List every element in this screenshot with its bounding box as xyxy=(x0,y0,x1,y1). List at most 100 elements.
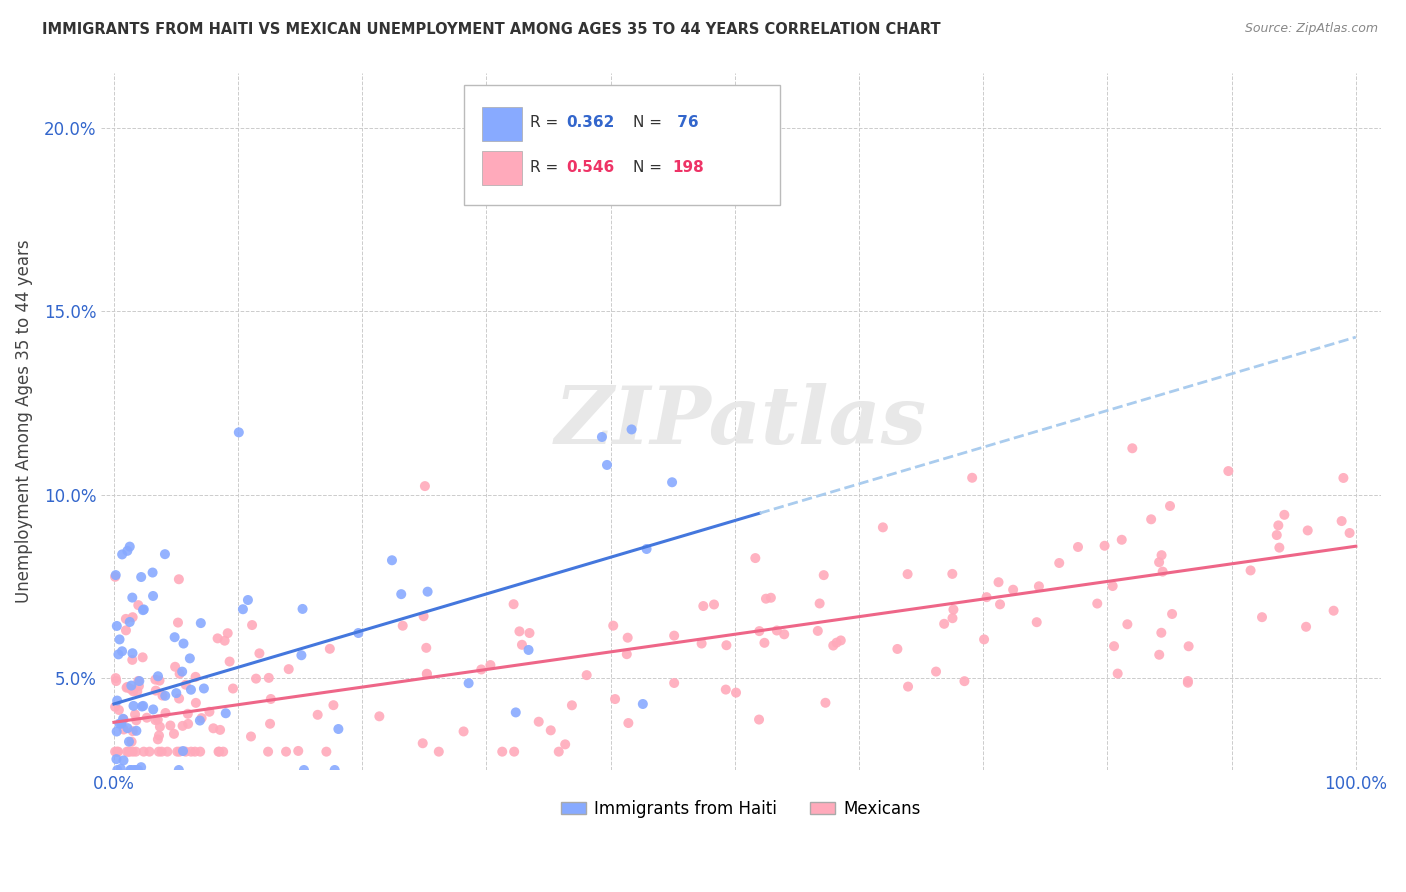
Point xyxy=(323,763,346,777)
Point xyxy=(148,673,170,688)
Point xyxy=(716,638,738,652)
Point xyxy=(807,624,830,638)
Point xyxy=(1239,563,1261,577)
Point xyxy=(184,696,207,710)
Point xyxy=(416,584,439,599)
Point xyxy=(125,745,148,759)
Point xyxy=(620,422,643,436)
Point xyxy=(105,724,128,739)
Point xyxy=(703,598,725,612)
Point xyxy=(115,624,138,638)
Point xyxy=(453,724,475,739)
Point xyxy=(207,745,229,759)
Text: N =: N = xyxy=(633,161,666,175)
Point xyxy=(209,723,232,737)
Point xyxy=(941,611,963,625)
Point xyxy=(381,553,404,567)
Point xyxy=(120,763,142,777)
Point xyxy=(1116,617,1139,632)
Point xyxy=(427,745,450,759)
Point xyxy=(662,676,685,690)
Point xyxy=(257,671,280,685)
Point xyxy=(145,673,167,687)
Point xyxy=(391,618,413,632)
Point xyxy=(636,541,658,556)
Point xyxy=(240,618,263,632)
Point xyxy=(131,699,153,714)
Point xyxy=(105,674,128,689)
Point xyxy=(149,720,172,734)
Point xyxy=(347,626,370,640)
Point xyxy=(159,718,181,732)
Point xyxy=(942,602,965,616)
Point xyxy=(112,712,135,726)
Point xyxy=(1025,615,1047,630)
Point xyxy=(247,646,270,660)
Text: R =: R = xyxy=(530,161,564,175)
Point xyxy=(117,680,139,694)
Point xyxy=(1267,518,1289,533)
Point xyxy=(1268,541,1291,555)
Point xyxy=(527,714,550,729)
Point xyxy=(897,680,920,694)
Point xyxy=(150,745,173,759)
Point xyxy=(773,627,796,641)
Point xyxy=(502,597,524,611)
Point xyxy=(125,723,148,738)
Point xyxy=(470,663,492,677)
Point xyxy=(146,732,169,747)
Point xyxy=(517,643,540,657)
Point xyxy=(104,568,127,582)
Point xyxy=(115,681,138,695)
Point xyxy=(415,640,437,655)
Text: Source: ZipAtlas.com: Source: ZipAtlas.com xyxy=(1244,22,1378,36)
Point xyxy=(121,735,143,749)
Point xyxy=(1147,648,1170,662)
Point xyxy=(941,566,963,581)
Point xyxy=(1296,524,1319,538)
Point xyxy=(172,744,194,758)
Point xyxy=(179,651,201,665)
Point xyxy=(662,629,685,643)
Point xyxy=(163,727,186,741)
Point xyxy=(754,636,776,650)
Point xyxy=(307,707,329,722)
Point xyxy=(554,737,576,751)
Point xyxy=(112,753,135,767)
Point xyxy=(292,763,315,777)
Point xyxy=(110,716,132,731)
Point xyxy=(661,475,683,490)
Point xyxy=(138,745,160,759)
Point xyxy=(167,691,190,706)
Point xyxy=(104,671,127,685)
Point xyxy=(1085,597,1108,611)
Point xyxy=(1107,666,1129,681)
Point xyxy=(759,591,782,605)
Point xyxy=(274,745,297,759)
Point xyxy=(127,763,149,777)
Point xyxy=(960,471,983,485)
Point xyxy=(976,590,998,604)
Point xyxy=(1101,579,1123,593)
Point xyxy=(616,647,638,661)
Point xyxy=(322,698,344,713)
Point xyxy=(120,763,142,777)
Point xyxy=(240,730,263,744)
Legend: Immigrants from Haiti, Mexicans: Immigrants from Haiti, Mexicans xyxy=(554,793,928,824)
Point xyxy=(236,593,259,607)
Text: 198: 198 xyxy=(672,161,704,175)
Point xyxy=(120,679,142,693)
Point xyxy=(218,655,240,669)
Point xyxy=(127,673,149,688)
Point xyxy=(167,763,190,777)
Point xyxy=(125,714,148,728)
Point xyxy=(766,624,789,638)
Point xyxy=(142,566,165,580)
Text: 0.362: 0.362 xyxy=(567,115,614,129)
Point xyxy=(1272,508,1295,522)
Point xyxy=(416,666,439,681)
Point xyxy=(953,674,976,689)
Point xyxy=(503,745,526,759)
Point xyxy=(505,706,527,720)
Point xyxy=(886,642,908,657)
